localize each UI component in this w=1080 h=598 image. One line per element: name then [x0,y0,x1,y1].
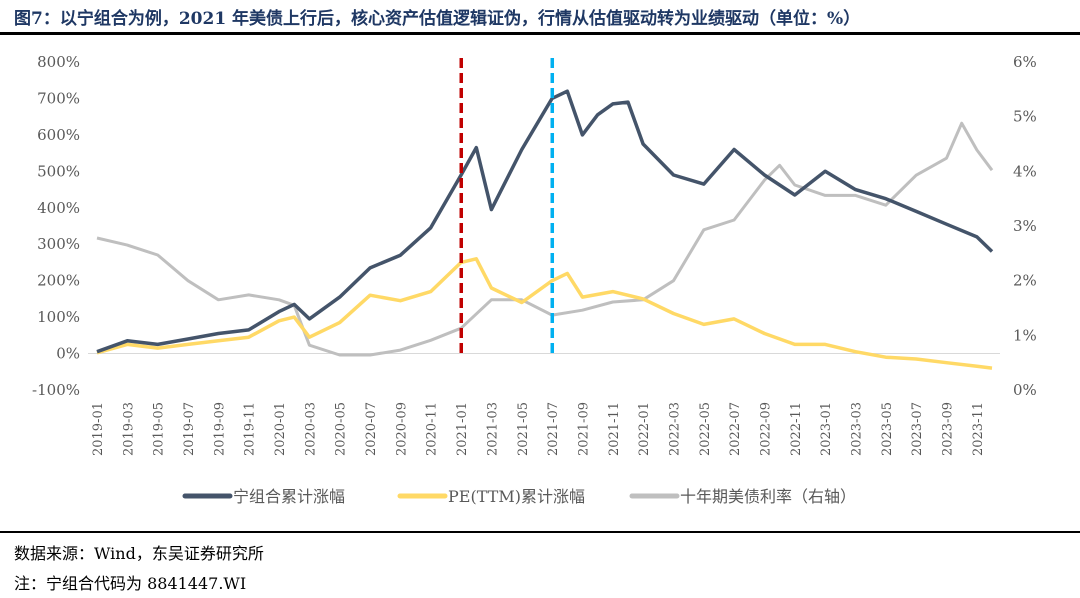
x-tick-label: 2019-01 [91,402,106,456]
series-line [96,89,994,354]
x-tick-label: 2022-11 [789,402,804,456]
legend-label: 宁组合累计涨幅 [233,487,345,506]
x-tick-label: 2019-09 [212,402,227,456]
x-tick-label: 2020-01 [273,402,288,456]
left-tick-label: -100% [32,381,80,399]
x-tick-label: 2023-03 [850,402,865,456]
series-line [96,257,993,370]
left-tick-label: 500% [37,162,80,180]
x-tick-label: 2020-11 [425,402,440,456]
left-tick-label: 100% [37,308,80,326]
x-tick-label: 2020-03 [303,402,318,456]
right-tick-label: 4% [1013,162,1037,180]
x-tick-label: 2023-11 [971,402,986,456]
x-tick-label: 2020-05 [334,402,349,456]
x-tick-label: 2023-05 [880,402,895,456]
left-tick-label: 200% [37,272,80,290]
x-tick-label: 2023-07 [910,402,925,456]
left-tick-label: 800% [37,53,80,71]
x-tick-label: 2020-07 [364,402,379,456]
x-tick-label: 2021-09 [576,402,591,456]
x-tick-label: 2022-07 [728,402,743,456]
x-tick-label: 2019-07 [182,402,197,456]
x-tick-label: 2020-09 [394,402,409,456]
right-tick-label: 1% [1013,326,1037,344]
right-tick-label: 0% [1013,381,1037,399]
left-tick-label: 700% [37,89,80,107]
x-tick-label: 2021-03 [485,402,500,456]
right-tick-label: 3% [1013,217,1037,235]
x-tick-label: 2021-07 [546,402,561,456]
x-tick-label: 2022-09 [758,402,773,456]
left-tick-label: 300% [37,235,80,253]
x-tick-label: 2021-05 [516,402,531,456]
x-tick-label: 2022-01 [637,402,652,456]
right-tick-label: 2% [1013,272,1037,290]
x-tick-label: 2023-09 [941,402,956,456]
code-note: 注：宁组合代码为 8841447.WI [14,574,247,593]
legend-label: 十年期美债利率（右轴） [680,487,856,506]
x-tick-label: 2023-01 [819,402,834,456]
legend-label: PE(TTM)累计涨幅 [448,487,585,506]
series-line [96,121,994,357]
source-note: 数据来源：Wind，东吴证券研究所 [14,544,264,563]
x-tick-label: 2021-01 [455,402,470,456]
x-tick-label: 2019-11 [243,402,258,456]
x-tick-label: 2021-11 [607,402,622,456]
left-tick-label: 600% [37,126,80,144]
right-tick-label: 5% [1013,108,1037,126]
x-tick-label: 2022-05 [698,402,713,456]
figure-title: 图7：以宁组合为例，2021 年美债上行后，核心资产估值逻辑证伪，行情从估值驱动… [14,9,861,29]
x-tick-label: 2022-03 [667,402,682,456]
right-tick-label: 6% [1013,53,1037,71]
title-rule [0,32,1080,35]
x-tick-label: 2019-03 [121,402,136,456]
x-tick-label: 2019-05 [152,402,167,456]
left-tick-label: 0% [56,345,80,363]
footer-rule [0,531,1080,533]
left-tick-label: 400% [37,199,80,217]
chart: 800% 700% 600% 500% 400% 300% 200% 100% 0% -100% 6… [32,53,1037,506]
